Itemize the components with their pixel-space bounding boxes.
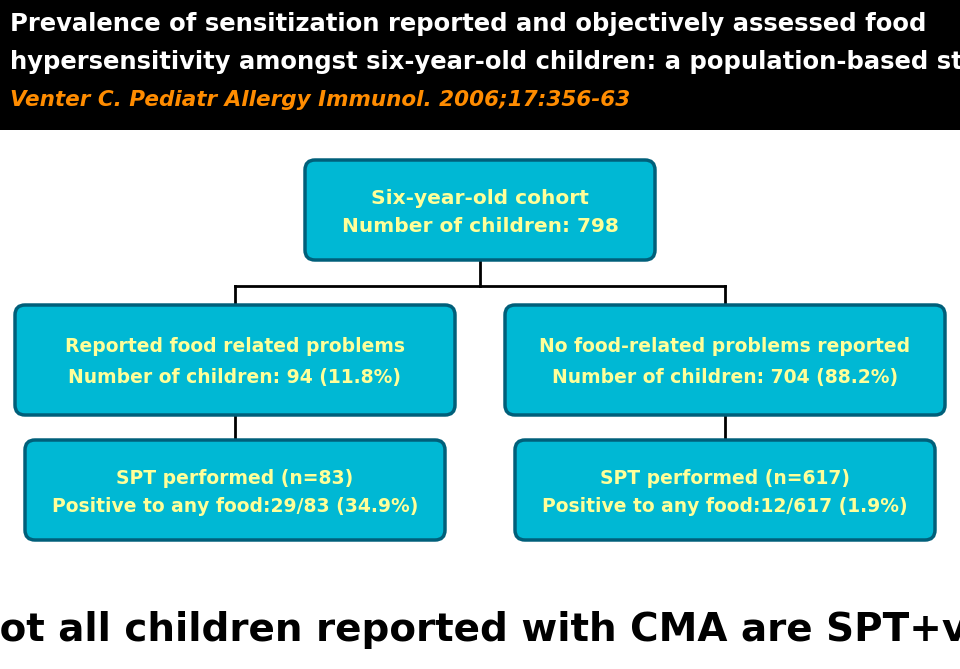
FancyBboxPatch shape (515, 440, 935, 540)
Text: No food-related problems reported: No food-related problems reported (540, 337, 911, 356)
Bar (0, 0, 960, 130)
Text: SPT performed (n=617): SPT performed (n=617) (600, 468, 850, 488)
Text: Positive to any food:29/83 (34.9%): Positive to any food:29/83 (34.9%) (52, 496, 419, 516)
Text: Positive to any food:12/617 (1.9%): Positive to any food:12/617 (1.9%) (542, 496, 908, 516)
Text: Venter C. Pediatr Allergy Immunol. 2006;17:356-63: Venter C. Pediatr Allergy Immunol. 2006;… (10, 90, 631, 110)
Text: Number of children: 704 (88.2%): Number of children: 704 (88.2%) (552, 369, 898, 387)
Text: Number of children: 798: Number of children: 798 (342, 217, 618, 235)
Text: Prevalence of sensitization reported and objectively assessed food: Prevalence of sensitization reported and… (10, 12, 926, 36)
FancyBboxPatch shape (305, 160, 655, 260)
FancyBboxPatch shape (25, 440, 445, 540)
FancyBboxPatch shape (505, 305, 945, 415)
Text: hypersensitivity amongst six-year-old children: a population-based study: hypersensitivity amongst six-year-old ch… (10, 50, 960, 74)
Text: Number of children: 94 (11.8%): Number of children: 94 (11.8%) (68, 369, 401, 387)
Text: Not all children reported with CMA are SPT+ve: Not all children reported with CMA are S… (0, 611, 960, 649)
Text: SPT performed (n=83): SPT performed (n=83) (116, 468, 353, 488)
Text: Six-year-old cohort: Six-year-old cohort (372, 189, 588, 207)
FancyBboxPatch shape (15, 305, 455, 415)
Text: Reported food related problems: Reported food related problems (65, 337, 405, 356)
